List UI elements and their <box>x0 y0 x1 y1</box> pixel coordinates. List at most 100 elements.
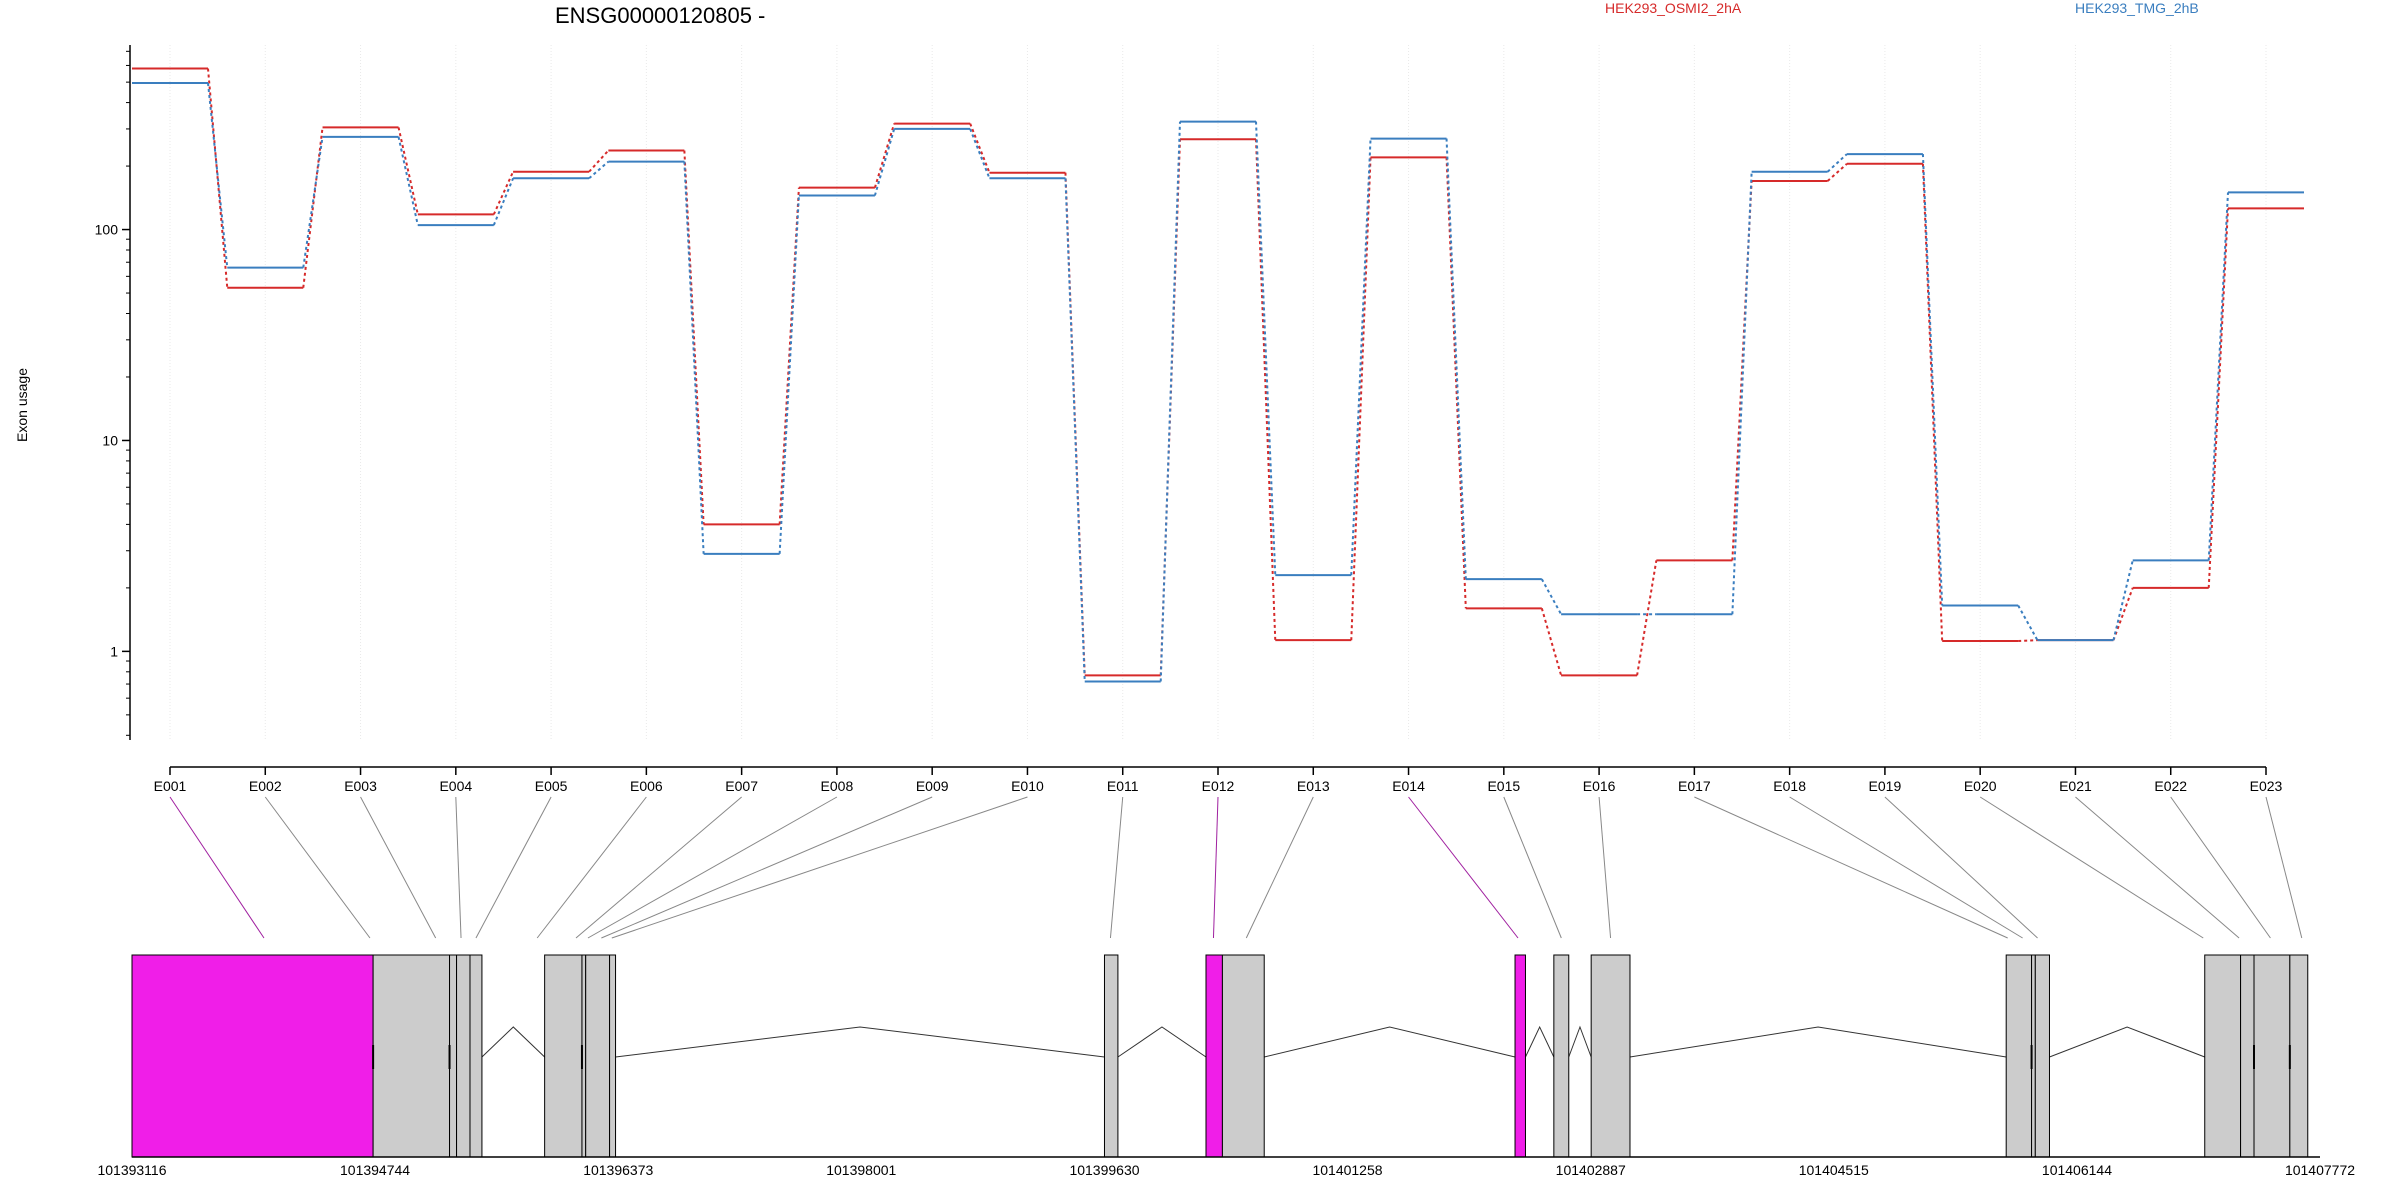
x-tick-label: E012 <box>1202 778 1235 794</box>
intron-chevron <box>481 1026 545 1058</box>
exon-connector-line <box>360 796 437 939</box>
series-2-connector <box>1350 138 1372 576</box>
legend-series-1: HEK293_OSMI2_2hA <box>1605 0 1742 16</box>
genomic-tick-label: 101398001 <box>826 1162 896 1178</box>
series-2-connector <box>1445 138 1467 580</box>
x-tick-label: E002 <box>249 778 282 794</box>
series-2-connector <box>1731 171 1753 615</box>
exon-box <box>2253 954 2291 1158</box>
connector-layer <box>169 796 2303 939</box>
series-2-connector <box>1540 578 1562 615</box>
x-tick-label: E008 <box>821 778 854 794</box>
series-1-connector <box>207 68 229 288</box>
genomic-tick-label: 101407772 <box>2285 1162 2355 1178</box>
series-2-connector <box>492 177 515 226</box>
x-tick-label: E014 <box>1392 778 1425 794</box>
series-2-connector <box>683 161 705 554</box>
series-2-connector <box>397 136 419 226</box>
x-tick-label: E023 <box>2250 778 2283 794</box>
series-2-connector <box>2017 605 2039 641</box>
series-2-connector <box>1255 121 1277 576</box>
series-2-connector <box>969 128 991 179</box>
exon-box <box>2289 954 2309 1158</box>
x-tick-label: E017 <box>1678 778 1711 794</box>
series-1-connector <box>873 123 896 188</box>
x-tick-label: E010 <box>1011 778 1044 794</box>
x-tick-label: E001 <box>154 778 187 794</box>
exon-box <box>372 954 451 1158</box>
x-tick-label: E018 <box>1773 778 1806 794</box>
exon-connector-line <box>601 796 933 939</box>
exon-box <box>449 954 458 1158</box>
x-tick-label: E003 <box>344 778 377 794</box>
exon-connector-line <box>1694 796 2008 939</box>
series-2-connector <box>2207 192 2229 561</box>
series-2-connector <box>778 195 800 554</box>
series-1-connector <box>397 127 419 215</box>
series-1-connector <box>1826 163 1848 182</box>
series-2-connector <box>302 136 324 268</box>
genomic-tick-label: 101399630 <box>1069 1162 1139 1178</box>
exon-connector-line <box>455 796 462 939</box>
series-1-connector <box>588 149 610 173</box>
series-1-connector <box>1159 139 1181 676</box>
x-tick-label: E020 <box>1964 778 1997 794</box>
x-tick-label: E021 <box>2059 778 2092 794</box>
exon-box <box>456 954 471 1158</box>
series-1-connector <box>778 187 800 525</box>
y-tick-label: 1 <box>110 643 118 659</box>
exon-connector-line <box>1979 796 2204 939</box>
x-tick-label: E016 <box>1583 778 1616 794</box>
exon-connector-line <box>1408 796 1519 939</box>
exon-connector-line <box>575 796 742 939</box>
exon-box <box>469 954 483 1158</box>
y-tick-label: 100 <box>95 222 119 238</box>
genomic-tick-label: 101396373 <box>583 1162 653 1178</box>
exon-connector-line <box>2265 796 2303 939</box>
exon-connector-line <box>587 796 838 939</box>
x-tick-label: E013 <box>1297 778 1330 794</box>
x-tick-label: E004 <box>439 778 472 794</box>
exon-connector-line <box>1109 796 1124 939</box>
exon-connector-line <box>611 796 1028 939</box>
series-1-connector <box>1350 157 1372 641</box>
gene-model: 101393116 101394744 101396373 101398001 1013… <box>97 954 2355 1178</box>
legend-series-2: HEK293_TMG_2hB <box>2075 0 2199 16</box>
series-1-connector <box>1540 608 1563 676</box>
series-2-connector <box>207 82 229 268</box>
series-1-connector <box>2018 639 2038 642</box>
exon-connector-line <box>1789 796 2023 939</box>
series-1-connector <box>1255 139 1277 641</box>
intron-chevron <box>1629 1026 2007 1058</box>
series-2-connector <box>1921 154 1944 606</box>
exon-box <box>2005 954 2033 1158</box>
series-1-connector <box>492 171 515 215</box>
exon-connector-line <box>536 796 647 939</box>
x-tick-label: E005 <box>535 778 568 794</box>
exon-box <box>2240 954 2255 1158</box>
exon-box <box>1221 954 1265 1158</box>
exon-box <box>585 954 611 1158</box>
series-2-connector <box>588 160 610 180</box>
genomic-tick-label: 101406144 <box>2042 1162 2112 1178</box>
exon-box <box>544 954 583 1158</box>
series-1-connector <box>969 123 991 174</box>
series-2-connector <box>1064 178 1086 682</box>
genomic-tick-label: 101393116 <box>97 1162 166 1178</box>
x-tick-label: E019 <box>1869 778 1902 794</box>
exon-box <box>2034 954 2050 1158</box>
exon-connector-line <box>475 796 552 939</box>
series-2-connector <box>2112 560 2134 641</box>
series-1-connector <box>1636 560 1658 676</box>
intron-chevron <box>615 1026 1105 1058</box>
grid-layer <box>169 45 2267 740</box>
exon-connector-line <box>2075 796 2240 939</box>
x-tick-label: E015 <box>1487 778 1520 794</box>
series-1-connector <box>1731 180 1753 561</box>
y-axis-label: Exon usage <box>14 368 30 442</box>
exon-box <box>609 954 617 1158</box>
x-tick-label: E007 <box>725 778 758 794</box>
exon-box-highlight <box>131 954 374 1158</box>
x-tick-label: E009 <box>916 778 949 794</box>
exon-connector-line <box>2170 796 2271 939</box>
